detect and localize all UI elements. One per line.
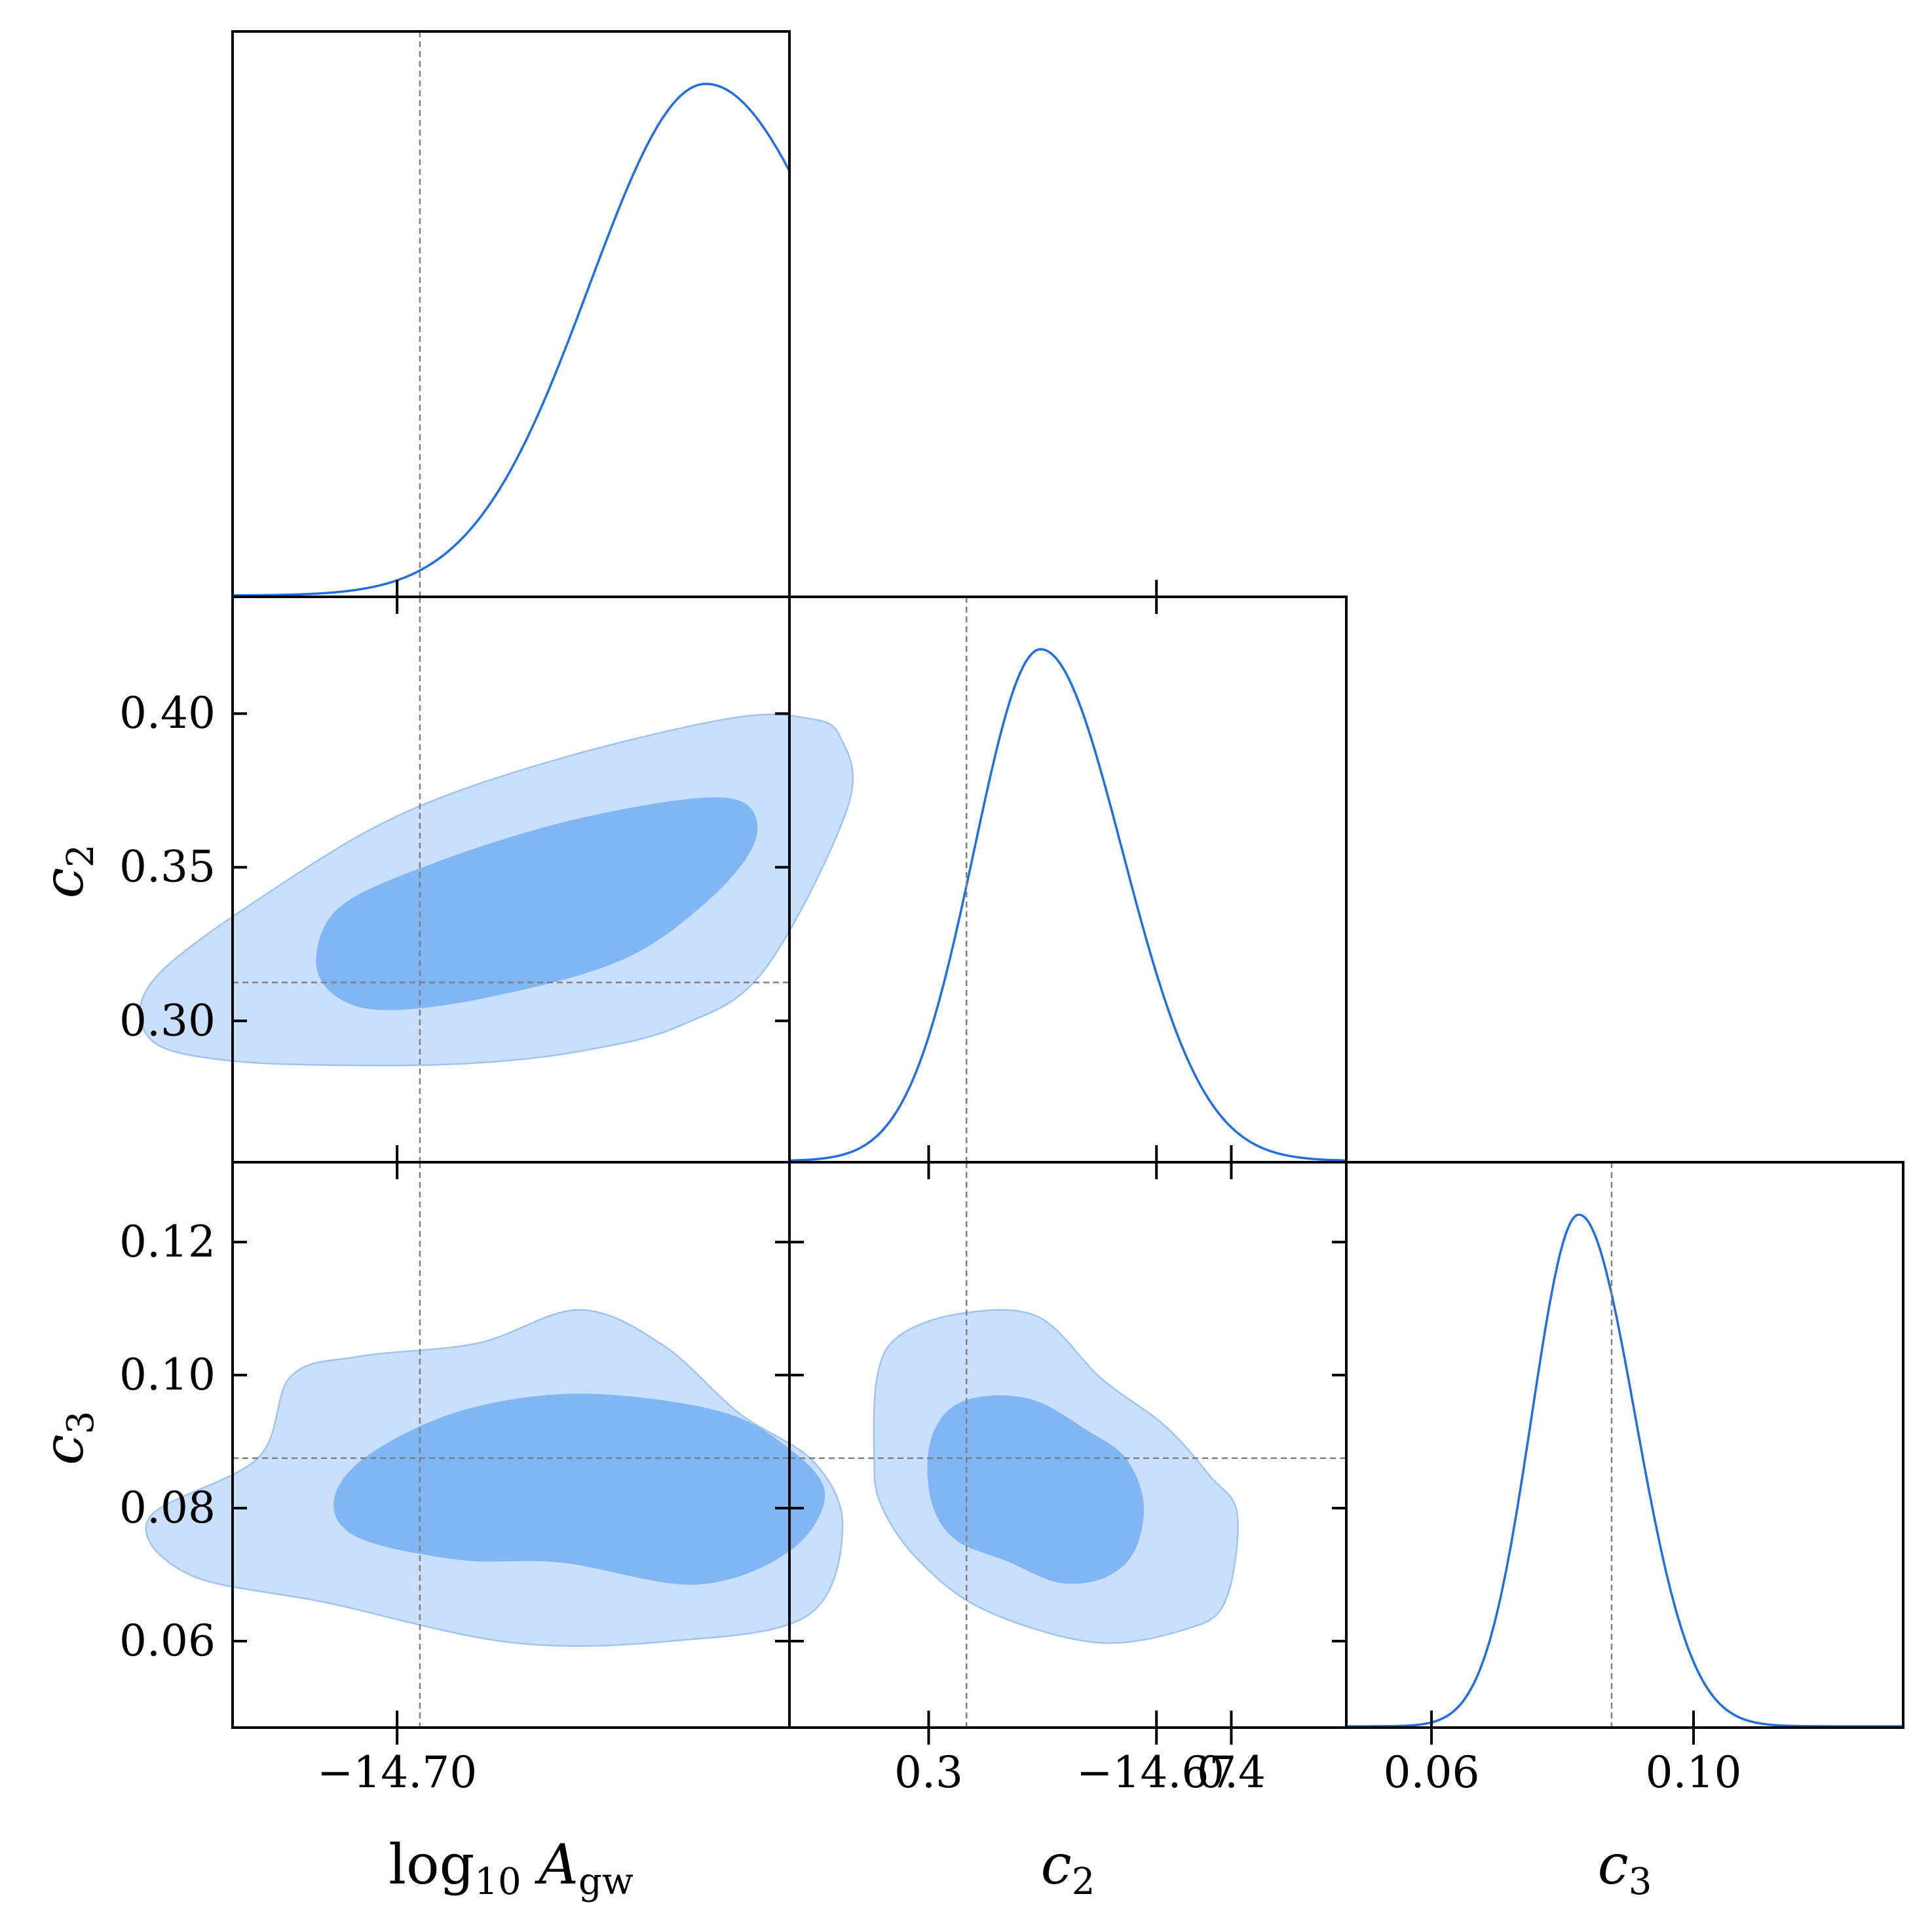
y-tick-label-c2: 0.35 (119, 842, 216, 892)
x-tick-label-c2: 0.3 (894, 1747, 963, 1798)
tick-labels: −14.70 −14.67 0.3 0.4 0.06 0.10 0.30 0.35 0.40 0.… (119, 688, 1741, 1798)
y-axis-label-c2: c2 (31, 844, 102, 899)
x-tick-label-c3: 0.06 (1384, 1747, 1480, 1798)
panel-frames (231, 30, 1904, 1729)
contour-68-a-c3 (333, 1393, 825, 1585)
reference-lines (233, 31, 1613, 1728)
y-tick-label-c3: 0.08 (119, 1483, 216, 1533)
x-tick-label-c3: 0.10 (1646, 1747, 1742, 1798)
contour-68-a-c2 (316, 797, 758, 1010)
marginal-curve-A (233, 83, 791, 597)
panel-frame-2-2 (1345, 1161, 1904, 1729)
panel-frame-1-1 (788, 596, 1348, 1164)
marginal-curve-c3 (1346, 1213, 1903, 1728)
panel-frame-0-0 (231, 30, 791, 598)
y-axis-label-c3: c3 (31, 1411, 102, 1466)
x-tick-label-c2: 0.4 (1197, 1747, 1266, 1798)
marginal-curve-c2 (789, 648, 1347, 1162)
y-tick-label-c3: 0.12 (119, 1217, 216, 1267)
y-tick-label-c2: 0.30 (119, 995, 216, 1046)
contour-layer (138, 713, 1239, 1647)
marginal-layer (233, 83, 1903, 1728)
x-axis-label-log10-agw: log10 Agw (388, 1832, 634, 1903)
y-tick-label-c3: 0.06 (119, 1616, 216, 1666)
x-axis-label-c3: c3 (1598, 1832, 1652, 1903)
x-tick-label-A: −14.70 (317, 1747, 477, 1798)
x-axis-label-c2: c2 (1041, 1832, 1095, 1903)
y-tick-label-c3: 0.10 (119, 1350, 216, 1400)
y-tick-label-c2: 0.40 (119, 688, 216, 738)
x-tick-label-A: −14.67 (1076, 1747, 1236, 1798)
tick-marks (233, 580, 1695, 1745)
contour-68-c2-c3 (927, 1395, 1144, 1584)
